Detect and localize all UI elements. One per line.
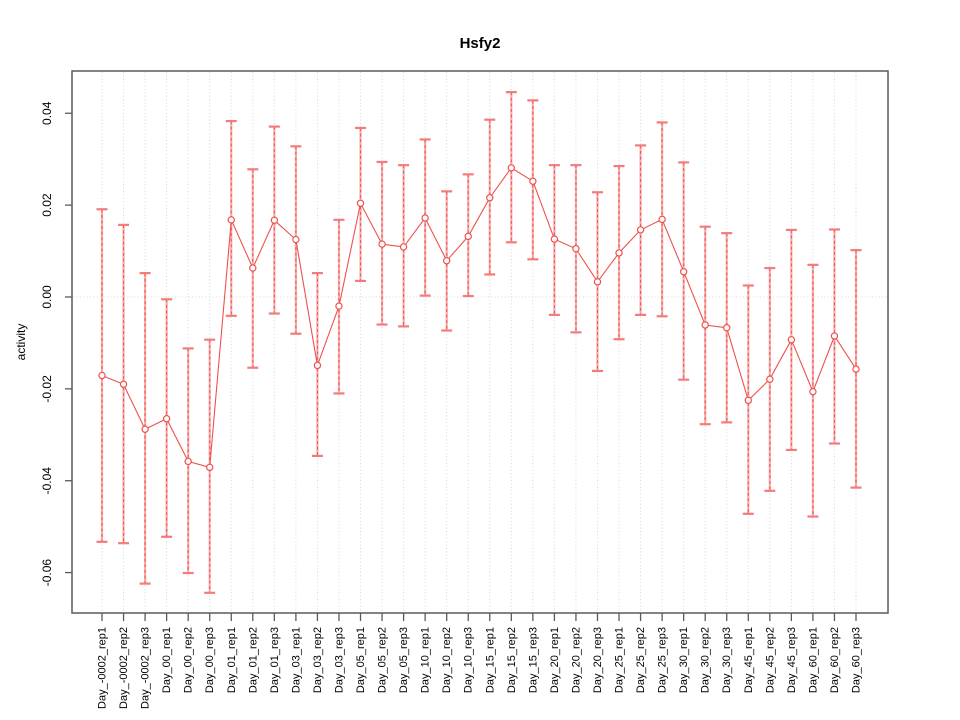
data-point bbox=[744, 396, 752, 405]
x-tick-label: Day_30_rep1 bbox=[678, 627, 690, 693]
data-point bbox=[679, 268, 688, 276]
data-point bbox=[378, 240, 386, 248]
x-tick-label: Day_-0002_rep3 bbox=[140, 627, 152, 709]
x-tick-label: Day_25_rep1 bbox=[614, 627, 626, 693]
x-tick-label: Day_45_rep3 bbox=[786, 627, 798, 693]
data-point bbox=[529, 177, 537, 185]
x-tick-label: Day_05_rep1 bbox=[355, 627, 367, 693]
data-point bbox=[723, 324, 731, 332]
data-point bbox=[507, 164, 516, 172]
data-point bbox=[292, 235, 300, 244]
data-point bbox=[98, 371, 106, 380]
x-tick-label: Day_01_rep3 bbox=[269, 627, 281, 693]
data-point bbox=[399, 243, 408, 251]
x-tick-label: Day_03_rep3 bbox=[334, 627, 346, 693]
x-tick-label: Day_25_rep3 bbox=[657, 627, 669, 693]
x-tick-label: Day_10_rep1 bbox=[420, 627, 432, 693]
data-point bbox=[249, 264, 257, 272]
data-point bbox=[658, 215, 666, 224]
data-point bbox=[335, 302, 343, 310]
data-point bbox=[442, 257, 451, 265]
y-tick-label: 0.02 bbox=[40, 193, 54, 217]
data-point bbox=[615, 249, 623, 257]
data-point bbox=[572, 245, 580, 253]
x-tick-label: Day_03_rep2 bbox=[312, 627, 324, 693]
x-tick-label: Day_10_rep2 bbox=[441, 627, 453, 693]
x-tick-label: Day_10_rep3 bbox=[463, 627, 475, 693]
x-tick-label: Day_45_rep2 bbox=[764, 627, 776, 693]
data-point bbox=[141, 425, 149, 433]
x-tick-label: Day_60_rep3 bbox=[851, 627, 863, 693]
x-tick-label: Day_20_rep1 bbox=[549, 627, 561, 693]
data-point bbox=[184, 457, 192, 466]
y-tick-label: -0.02 bbox=[40, 375, 54, 403]
data-point bbox=[227, 216, 235, 224]
x-tick-label: Day_60_rep1 bbox=[807, 627, 819, 693]
data-point bbox=[809, 387, 817, 396]
x-tick-label: Day_30_rep3 bbox=[721, 627, 733, 693]
data-point bbox=[766, 375, 774, 383]
data-point bbox=[852, 365, 860, 373]
data-point bbox=[270, 216, 279, 224]
x-tick-label: Day_20_rep2 bbox=[570, 627, 582, 693]
series-line bbox=[101, 167, 857, 469]
x-tick-label: Day_03_rep1 bbox=[290, 627, 302, 693]
x-tick-label: Day_15_rep1 bbox=[484, 627, 496, 693]
x-tick-label: Day_15_rep2 bbox=[506, 627, 518, 693]
data-point bbox=[486, 194, 494, 202]
x-tick-label: Day_25_rep2 bbox=[635, 627, 647, 693]
x-tick-label: Day_60_rep2 bbox=[829, 627, 841, 693]
y-axis-title: activity bbox=[14, 324, 28, 361]
data-point bbox=[593, 278, 602, 286]
x-tick-label: Day_05_rep3 bbox=[398, 627, 410, 693]
y-tick-label: -0.04 bbox=[40, 467, 54, 495]
x-tick-label: Day_00_rep3 bbox=[204, 627, 216, 693]
chart-title: Hsfy2 bbox=[460, 35, 501, 52]
data-point bbox=[830, 332, 839, 340]
data-point bbox=[206, 463, 214, 472]
x-tick-label: Day_00_rep2 bbox=[183, 627, 195, 693]
data-point bbox=[313, 361, 322, 370]
data-point bbox=[787, 336, 796, 344]
x-tick-label: Day_05_rep2 bbox=[377, 627, 389, 693]
data-point bbox=[636, 226, 645, 234]
x-tick-label: Day_30_rep2 bbox=[700, 627, 712, 693]
data-point bbox=[356, 199, 365, 207]
y-tick-label: 0.00 bbox=[40, 285, 54, 309]
data-point bbox=[119, 380, 128, 388]
data-point bbox=[162, 415, 171, 423]
x-tick-label: Day_00_rep1 bbox=[161, 627, 173, 693]
x-tick-label: Day_-0002_rep1 bbox=[97, 627, 109, 709]
plot-border bbox=[71, 70, 889, 614]
data-point bbox=[464, 232, 472, 241]
x-tick-label: Day_45_rep1 bbox=[743, 627, 755, 693]
data-point bbox=[701, 321, 709, 329]
data-point bbox=[550, 235, 559, 243]
x-tick-label: Day_01_rep1 bbox=[226, 627, 238, 693]
x-tick-label: Day_20_rep3 bbox=[592, 627, 604, 693]
x-tick-label: Day_01_rep2 bbox=[247, 627, 259, 693]
y-tick-label: 0.04 bbox=[40, 101, 54, 125]
x-tick-label: Day_-0002_rep2 bbox=[118, 627, 130, 709]
x-tick-label: Day_15_rep3 bbox=[527, 627, 539, 693]
y-tick-label: -0.06 bbox=[40, 559, 54, 587]
data-point bbox=[421, 214, 429, 222]
